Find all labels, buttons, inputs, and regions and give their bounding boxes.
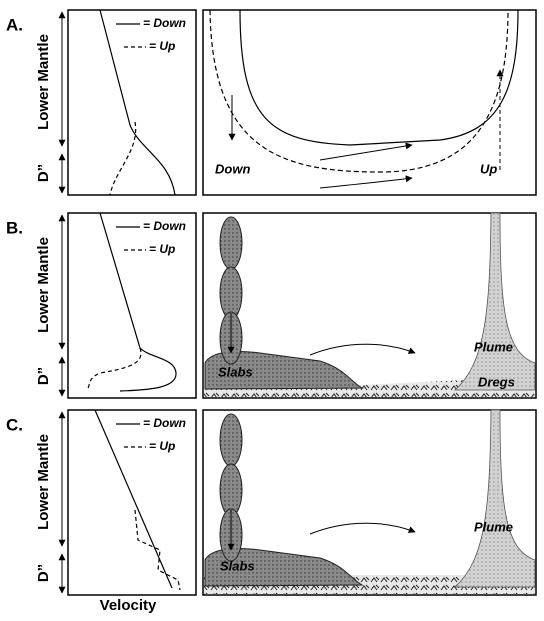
velocity-up: [109, 121, 137, 196]
slab: [219, 413, 243, 467]
dregs-layer: [204, 377, 535, 397]
annotation: Plume: [474, 339, 513, 354]
panel-label: B.: [6, 218, 23, 237]
plume: [453, 409, 536, 588]
left-box: [67, 9, 197, 196]
d-double-prime-label: D”: [35, 164, 52, 182]
d-double-prime-label: D”: [35, 367, 52, 385]
legend-up: = Up: [149, 439, 175, 453]
legend-up: = Up: [149, 242, 175, 256]
annotation: Dregs: [478, 374, 515, 389]
lower-mantle-label: Lower Mantle: [35, 34, 52, 130]
left-box: [67, 409, 197, 596]
flow-arrow: [309, 522, 416, 535]
panel-label: A.: [6, 15, 23, 34]
flow-arrow: [319, 142, 413, 161]
lower-mantle-label: Lower Mantle: [35, 237, 52, 333]
panel-label: C.: [6, 415, 23, 434]
annotation: Slabs: [218, 364, 253, 379]
velocity-up: [134, 509, 181, 591]
legend-down: = Down: [143, 219, 186, 233]
slab: [219, 463, 243, 517]
flow-arrow: [309, 343, 416, 356]
slab: [219, 216, 243, 270]
flow-dashed: [209, 9, 509, 173]
plume: [453, 212, 536, 391]
slab-pool: [204, 547, 364, 587]
left-box: [67, 212, 197, 399]
annotation: Up: [480, 161, 497, 176]
legend-down: = Down: [143, 416, 186, 430]
lower-mantle-label: Lower Mantle: [35, 434, 52, 530]
slab: [219, 266, 243, 320]
flow-arrow: [319, 175, 413, 189]
legend-up: = Up: [149, 39, 175, 53]
d-double-prime-label: D”: [35, 564, 52, 582]
flow-solid: [239, 9, 519, 146]
velocity-down: [99, 9, 176, 196]
x-axis-label: Velocity: [100, 597, 157, 614]
velocity-up: [87, 347, 142, 389]
annotation: Down: [215, 161, 250, 176]
annotation: Slabs: [220, 558, 255, 573]
velocity-down: [99, 212, 177, 392]
velocity-down: [94, 409, 173, 589]
slab-pool: [204, 350, 364, 390]
legend-down: = Down: [143, 16, 186, 30]
right-box: [202, 9, 537, 196]
annotation: Plume: [474, 519, 513, 534]
